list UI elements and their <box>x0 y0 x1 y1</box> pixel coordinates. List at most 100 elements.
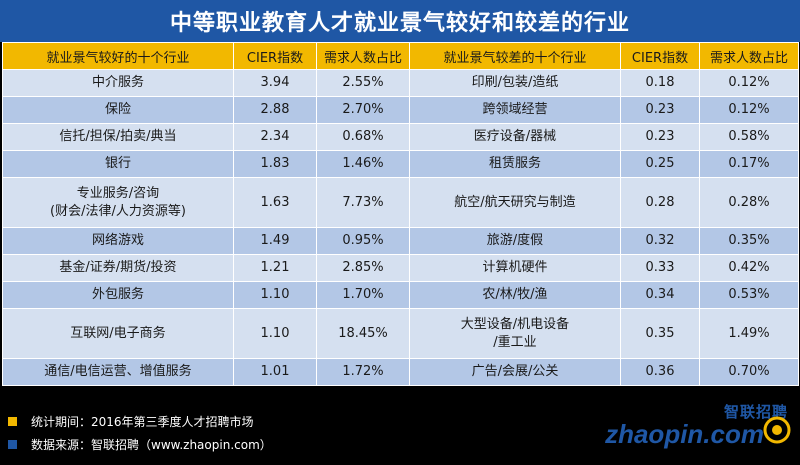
header-row: 就业景气较好的十个行业 CIER指数 需求人数占比 就业景气较差的十个行业 CI… <box>3 43 798 69</box>
poor-share-cell: 0.28% <box>700 178 798 227</box>
poor-cier-cell: 0.34 <box>621 282 699 308</box>
note-period-text: 统计期间：2016年第三季度人才招聘市场 <box>31 415 254 429</box>
note-period: 统计期间：2016年第三季度人才招聘市场 <box>8 413 254 430</box>
header-good-industry: 就业景气较好的十个行业 <box>3 43 233 69</box>
poor-cier-cell: 0.35 <box>621 309 699 358</box>
logo-cn-text: 智联招聘 <box>723 403 788 421</box>
good-share-cell: 1.72% <box>317 359 409 385</box>
table-row: 专业服务/咨询 (财会/法律/人力资源等) 1.63 7.73% 航空/航天研究与制造 0… <box>3 178 798 227</box>
table-row: 中介服务 3.94 2.55% 印刷/包装/造纸 0.18 0.12% <box>3 70 798 96</box>
good-industry-cell: 银行 <box>3 151 233 177</box>
footer: 统计期间：2016年第三季度人才招聘市场 数据来源：智联招聘（www.zhaop… <box>0 393 800 465</box>
good-share-cell: 0.68% <box>317 124 409 150</box>
header-poor-cier: CIER指数 <box>621 43 699 69</box>
note-source-text: 数据来源：智联招聘（www.zhaopin.com） <box>31 438 272 452</box>
table-row: 保险 2.88 2.70% 跨领域经营 0.23 0.12% <box>3 97 798 123</box>
table-row: 网络游戏 1.49 0.95% 旅游/度假 0.32 0.35% <box>3 228 798 254</box>
good-industry-cell-line: 中介服务 <box>91 75 144 90</box>
good-cier-cell: 2.88 <box>234 97 316 123</box>
good-industry-cell-line: 基金/证券/期货/投资 <box>59 260 177 275</box>
poor-industry-cell: 航空/航天研究与制造 <box>410 178 620 227</box>
good-cier-cell: 1.63 <box>234 178 316 227</box>
good-industry-cell-line: 专业服务/咨询 <box>76 185 160 201</box>
good-industry-cell-line: 网络游戏 <box>91 233 144 248</box>
poor-share-cell: 0.12% <box>700 70 798 96</box>
good-industry-cell: 信托/担保/拍卖/典当 <box>3 124 233 150</box>
good-cier-cell: 1.83 <box>234 151 316 177</box>
poor-industry-cell: 租赁服务 <box>410 151 620 177</box>
header-good-cier: CIER指数 <box>234 43 316 69</box>
poor-cier-cell: 0.32 <box>621 228 699 254</box>
logo-en-text: zhaopin.com <box>605 419 764 449</box>
table-body: 中介服务 3.94 2.55% 印刷/包装/造纸 0.18 0.12% 保险 2.88 2.70… <box>3 70 798 385</box>
poor-share-cell: 0.58% <box>700 124 798 150</box>
good-industry-cell: 互联网/电子商务 <box>3 309 233 358</box>
good-cier-cell: 1.21 <box>234 255 316 281</box>
poor-cier-cell: 0.23 <box>621 97 699 123</box>
poor-share-cell: 0.12% <box>700 97 798 123</box>
good-share-cell: 2.85% <box>317 255 409 281</box>
good-industry-cell-line: 信托/担保/拍卖/典当 <box>59 129 177 144</box>
industry-table: 就业景气较好的十个行业 CIER指数 需求人数占比 就业景气较差的十个行业 CI… <box>2 42 799 386</box>
good-share-cell: 0.95% <box>317 228 409 254</box>
good-share-cell: 18.45% <box>317 309 409 358</box>
table-row: 银行 1.83 1.46% 租赁服务 0.25 0.17% <box>3 151 798 177</box>
poor-industry-cell: 广告/会展/公关 <box>410 359 620 385</box>
good-industry-cell: 专业服务/咨询 (财会/法律/人力资源等) <box>3 178 233 227</box>
note-period-marker <box>8 417 17 426</box>
poor-share-cell: 0.70% <box>700 359 798 385</box>
poor-industry-cell-line: 旅游/度假 <box>486 233 544 248</box>
good-industry-cell-line: 保险 <box>104 102 131 117</box>
good-cier-cell: 2.34 <box>234 124 316 150</box>
poor-industry-cell-line: 大型设备/机电设备 <box>460 316 570 332</box>
poor-industry-cell-line: 农/林/牧/渔 <box>482 287 548 302</box>
zhaopin-logo: 智联招聘 zhaopin.com <box>605 401 792 459</box>
poor-share-cell: 0.17% <box>700 151 798 177</box>
poor-share-cell: 1.49% <box>700 309 798 358</box>
good-share-cell: 1.46% <box>317 151 409 177</box>
good-cier-cell: 1.01 <box>234 359 316 385</box>
good-share-cell: 2.55% <box>317 70 409 96</box>
good-cier-cell: 1.10 <box>234 309 316 358</box>
good-industry-cell: 外包服务 <box>3 282 233 308</box>
table-row: 信托/担保/拍卖/典当 2.34 0.68% 医疗设备/器械 0.23 0.58% <box>3 124 798 150</box>
table-row: 通信/电信运营、增值服务 1.01 1.72% 广告/会展/公关 0.36 0.70% <box>3 359 798 385</box>
good-share-cell: 2.70% <box>317 97 409 123</box>
poor-industry-cell-line: 航空/航天研究与制造 <box>454 194 576 210</box>
chart-title: 中等职业教育人才就业景气较好和较差的行业 <box>169 11 630 36</box>
poor-cier-cell: 0.33 <box>621 255 699 281</box>
poor-industry-cell: 旅游/度假 <box>410 228 620 254</box>
poor-share-cell: 0.42% <box>700 255 798 281</box>
good-industry-cell-line: 互联网/电子商务 <box>70 325 166 341</box>
good-industry-cell-line: 外包服务 <box>91 287 144 302</box>
poor-cier-cell: 0.18 <box>621 70 699 96</box>
poor-industry-cell-line: 印刷/包装/造纸 <box>471 75 559 90</box>
good-cier-cell: 1.49 <box>234 228 316 254</box>
note-source-marker <box>8 440 17 449</box>
poor-industry-cell: 印刷/包装/造纸 <box>410 70 620 96</box>
header-good-share: 需求人数占比 <box>317 43 409 69</box>
poor-industry-cell: 医疗设备/器械 <box>410 124 620 150</box>
poor-industry-cell: 农/林/牧/渔 <box>410 282 620 308</box>
poor-industry-cell-line: 计算机硬件 <box>482 260 548 275</box>
header-poor-industry: 就业景气较差的十个行业 <box>410 43 620 69</box>
title-bar: 中等职业教育人才就业景气较好和较差的行业 <box>0 0 800 42</box>
good-industry-cell-line: 通信/电信运营、增值服务 <box>44 364 192 379</box>
table-row: 互联网/电子商务 1.10 18.45% 大型设备/机电设备/重工业 0.35 1.49% <box>3 309 798 358</box>
good-industry-cell-line: (财会/法律/人力资源等) <box>50 203 186 219</box>
good-cier-cell: 3.94 <box>234 70 316 96</box>
poor-cier-cell: 0.28 <box>621 178 699 227</box>
poor-share-cell: 0.35% <box>700 228 798 254</box>
good-cier-cell: 1.10 <box>234 282 316 308</box>
poor-cier-cell: 0.25 <box>621 151 699 177</box>
good-share-cell: 7.73% <box>317 178 409 227</box>
header-poor-share: 需求人数占比 <box>700 43 798 69</box>
poor-cier-cell: 0.23 <box>621 124 699 150</box>
poor-industry-cell-line: /重工业 <box>493 334 537 350</box>
poor-industry-cell-line: 租赁服务 <box>488 156 541 171</box>
good-industry-cell: 网络游戏 <box>3 228 233 254</box>
poor-industry-cell-line: 跨领域经营 <box>482 102 548 117</box>
poor-share-cell: 0.53% <box>700 282 798 308</box>
good-industry-cell-line: 银行 <box>104 156 131 171</box>
good-industry-cell: 保险 <box>3 97 233 123</box>
